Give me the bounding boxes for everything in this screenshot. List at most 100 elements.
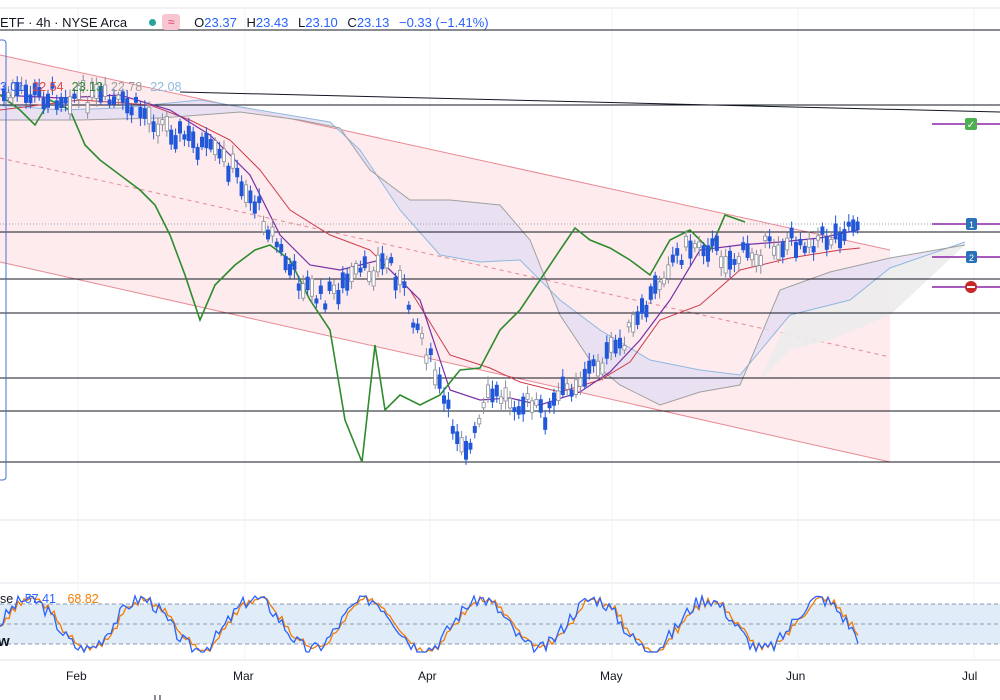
ichimoku-cloud [0, 100, 965, 405]
candle-body [309, 278, 314, 297]
ichimoku-legend: 3.01 22.54 23.13 22.78 22.08 [0, 80, 189, 94]
x-axis-tick-label: May [600, 669, 623, 683]
left-handle [0, 39, 7, 481]
candle-body [270, 226, 275, 237]
market-status-icon [149, 18, 157, 26]
wave-icon[interactable]: ≈ [162, 14, 181, 30]
candle-body [767, 236, 772, 242]
candle-body [481, 402, 486, 409]
alert-badge-label: 2 [969, 253, 974, 263]
candle-body [208, 139, 213, 150]
candle-body [6, 92, 11, 99]
candle-body [160, 119, 165, 126]
candle-body [613, 339, 618, 354]
candle-body [763, 235, 768, 241]
candle-body [103, 84, 108, 97]
channel-lower-line [0, 261, 891, 463]
candle-body [688, 240, 693, 259]
candle-body [46, 93, 51, 108]
stochastic-d-value: 68.82 [67, 592, 99, 606]
candle-body [596, 360, 601, 377]
candle-body [657, 281, 662, 291]
ichimoku-kijun-line [0, 99, 861, 393]
stochastic-k-line [0, 593, 859, 654]
candle-body [23, 84, 28, 103]
candle-body [507, 398, 512, 409]
candle-body [239, 181, 244, 197]
candle-body [301, 283, 306, 299]
candle-body [411, 322, 416, 328]
candle-body [98, 86, 103, 103]
candle-body [147, 106, 152, 125]
candle-body [248, 190, 253, 204]
candle-body [552, 392, 557, 406]
candle-body [173, 135, 178, 150]
candle-body [133, 96, 138, 103]
candle-body [441, 395, 446, 404]
candle-body [305, 276, 310, 291]
candle-body [675, 248, 680, 256]
candle-body [384, 258, 389, 269]
ohlc-values: O23.37 H23.43 L23.10 C23.13 −0.33 (−1.41… [194, 14, 489, 30]
candle-body [81, 80, 86, 90]
candle-body [855, 221, 860, 231]
ichimoku-legend-value: 3.01 [0, 80, 25, 94]
candle-body [591, 359, 596, 367]
trend-line [179, 91, 1000, 113]
candle-body [587, 360, 592, 374]
candle-body [635, 311, 640, 325]
candle-body [697, 241, 702, 248]
candle-body [816, 235, 821, 241]
candle-body [719, 256, 724, 268]
candle-body [68, 96, 73, 115]
candle-body [684, 235, 689, 248]
candle-body [336, 289, 341, 305]
candle-body [155, 123, 160, 137]
candle-body [283, 256, 288, 271]
candle-body [76, 85, 81, 100]
candle-body [574, 379, 579, 395]
stochastic-name: se [0, 592, 14, 606]
stochastic-d-line [0, 594, 859, 653]
candle-body [631, 314, 636, 333]
candle-body [32, 82, 37, 96]
candle-body [600, 362, 605, 375]
candle-body [604, 342, 609, 359]
candle-body [692, 243, 697, 249]
candle-body [499, 396, 504, 405]
candle-body [472, 426, 477, 433]
ichimoku-legend-value: 22.08 [150, 80, 182, 94]
candle-body [732, 259, 737, 265]
candle-body [785, 237, 790, 251]
candle-body [257, 196, 262, 204]
candle-body [494, 384, 499, 397]
candle-body [389, 257, 394, 264]
ichimoku-cloud-future [760, 242, 965, 380]
candle-body [353, 263, 358, 275]
candle-body [525, 393, 530, 400]
candle-body [424, 354, 429, 364]
candle-body [824, 236, 829, 250]
alert-badge-label: 1 [969, 220, 974, 230]
candle-body [327, 281, 332, 291]
candle-body [358, 267, 363, 273]
candle-body [789, 227, 794, 239]
candle-body [714, 235, 719, 251]
candle-body [204, 132, 209, 149]
candle-body [750, 252, 755, 261]
candle-body [543, 417, 548, 430]
candle-body [419, 333, 424, 339]
candle-body [534, 399, 539, 406]
candle-body [314, 298, 319, 304]
candle-body [349, 266, 354, 283]
candle-body [807, 239, 812, 248]
candle-body [261, 220, 266, 233]
candle-body [780, 242, 785, 258]
check-icon: ✓ [967, 120, 975, 131]
candle-body [644, 304, 649, 318]
ichimoku-chikou-line [0, 94, 746, 463]
candle-body [618, 337, 623, 349]
candle-body [120, 91, 125, 103]
candle-body [41, 97, 46, 110]
